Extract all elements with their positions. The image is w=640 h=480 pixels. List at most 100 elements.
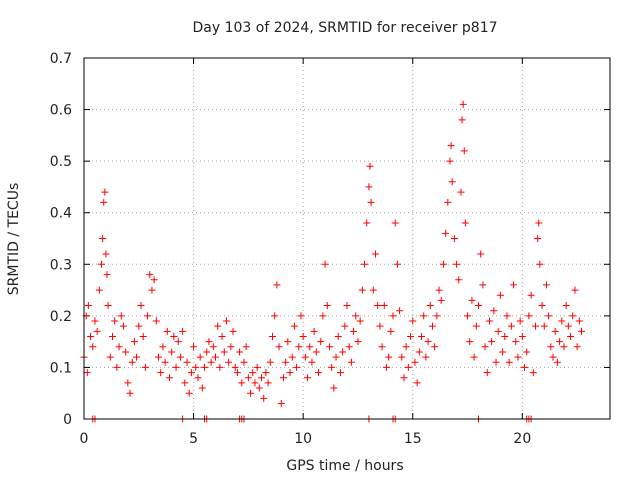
y-tick-label: 0.4 bbox=[50, 206, 72, 222]
data-point bbox=[547, 343, 555, 351]
data-point bbox=[461, 219, 469, 227]
data-point bbox=[542, 281, 550, 289]
data-point bbox=[212, 353, 219, 361]
data-point bbox=[227, 343, 235, 351]
data-point bbox=[99, 235, 107, 242]
data-point bbox=[472, 322, 480, 330]
data-point bbox=[286, 369, 294, 377]
data-point bbox=[295, 343, 303, 351]
data-point bbox=[299, 332, 307, 340]
data-point bbox=[341, 322, 349, 330]
y-tick-label: 0.2 bbox=[50, 309, 72, 325]
data-point bbox=[569, 312, 577, 320]
data-point bbox=[273, 281, 281, 289]
data-point bbox=[135, 322, 143, 330]
data-point bbox=[194, 374, 202, 382]
data-point bbox=[240, 358, 248, 366]
data-point bbox=[431, 343, 439, 351]
data-point bbox=[113, 363, 121, 371]
data-point bbox=[130, 338, 138, 346]
data-point bbox=[455, 276, 463, 284]
data-point bbox=[538, 302, 546, 310]
data-point bbox=[562, 302, 570, 310]
data-point bbox=[196, 353, 204, 361]
data-point bbox=[141, 363, 149, 371]
data-point bbox=[352, 312, 360, 320]
data-point bbox=[367, 198, 375, 206]
data-point bbox=[470, 353, 478, 361]
data-point bbox=[124, 379, 132, 387]
data-point bbox=[163, 327, 171, 335]
data-point bbox=[420, 312, 428, 320]
data-point bbox=[371, 250, 379, 258]
data-point bbox=[179, 327, 187, 335]
data-point bbox=[492, 358, 500, 366]
data-point bbox=[137, 302, 145, 310]
x-tick-label: 10 bbox=[294, 431, 312, 447]
data-point bbox=[564, 322, 572, 330]
data-point bbox=[255, 384, 263, 392]
data-point bbox=[103, 271, 111, 279]
data-point bbox=[332, 353, 340, 361]
data-point bbox=[220, 348, 228, 356]
y-tick-label: 0 bbox=[63, 412, 72, 428]
data-point bbox=[144, 312, 152, 320]
data-point bbox=[378, 343, 386, 351]
y-tick-label: 0.6 bbox=[50, 103, 72, 119]
data-points bbox=[80, 100, 586, 423]
data-point bbox=[413, 379, 421, 387]
data-point bbox=[483, 369, 491, 377]
x-axis-label: GPS time / hours bbox=[286, 458, 403, 474]
data-point bbox=[505, 358, 513, 366]
y-axis-label: SRMTID / TECUs bbox=[6, 183, 22, 296]
data-point bbox=[393, 260, 401, 268]
data-point bbox=[503, 312, 511, 320]
data-point bbox=[507, 322, 515, 330]
data-point bbox=[91, 317, 99, 325]
data-point bbox=[122, 348, 130, 356]
data-point bbox=[176, 353, 184, 361]
data-point bbox=[260, 394, 268, 402]
data-point bbox=[216, 363, 224, 371]
data-point bbox=[527, 291, 535, 299]
data-point bbox=[249, 369, 257, 377]
data-point bbox=[411, 358, 419, 366]
data-point bbox=[575, 317, 583, 325]
data-point bbox=[361, 260, 369, 268]
data-point bbox=[501, 332, 509, 340]
data-point bbox=[496, 291, 504, 299]
data-point bbox=[262, 369, 270, 377]
data-point bbox=[207, 358, 215, 366]
data-point bbox=[428, 322, 436, 330]
x-tick-label: 5 bbox=[189, 431, 198, 447]
data-point bbox=[426, 302, 434, 310]
data-point bbox=[365, 183, 373, 191]
data-point bbox=[444, 198, 452, 206]
data-point bbox=[418, 332, 426, 340]
data-point bbox=[460, 147, 468, 155]
data-point bbox=[339, 348, 347, 356]
data-point bbox=[468, 296, 476, 304]
data-point bbox=[83, 369, 91, 377]
data-point bbox=[402, 343, 410, 351]
x-tick-label: 15 bbox=[404, 431, 422, 447]
data-point bbox=[567, 332, 575, 340]
data-point bbox=[442, 229, 450, 237]
data-point bbox=[304, 374, 312, 382]
data-point bbox=[198, 384, 206, 392]
plot-frame bbox=[83, 57, 611, 420]
data-point bbox=[93, 327, 101, 335]
data-point bbox=[319, 312, 327, 320]
data-point bbox=[181, 379, 189, 387]
data-point bbox=[354, 338, 362, 346]
x-tick-label: 0 bbox=[80, 431, 89, 447]
data-point bbox=[172, 363, 180, 371]
data-point bbox=[233, 369, 241, 377]
data-point bbox=[133, 353, 141, 361]
data-point bbox=[571, 286, 579, 294]
data-point bbox=[521, 363, 529, 371]
data-point bbox=[558, 317, 566, 325]
data-point bbox=[409, 317, 417, 325]
data-point bbox=[407, 332, 415, 340]
